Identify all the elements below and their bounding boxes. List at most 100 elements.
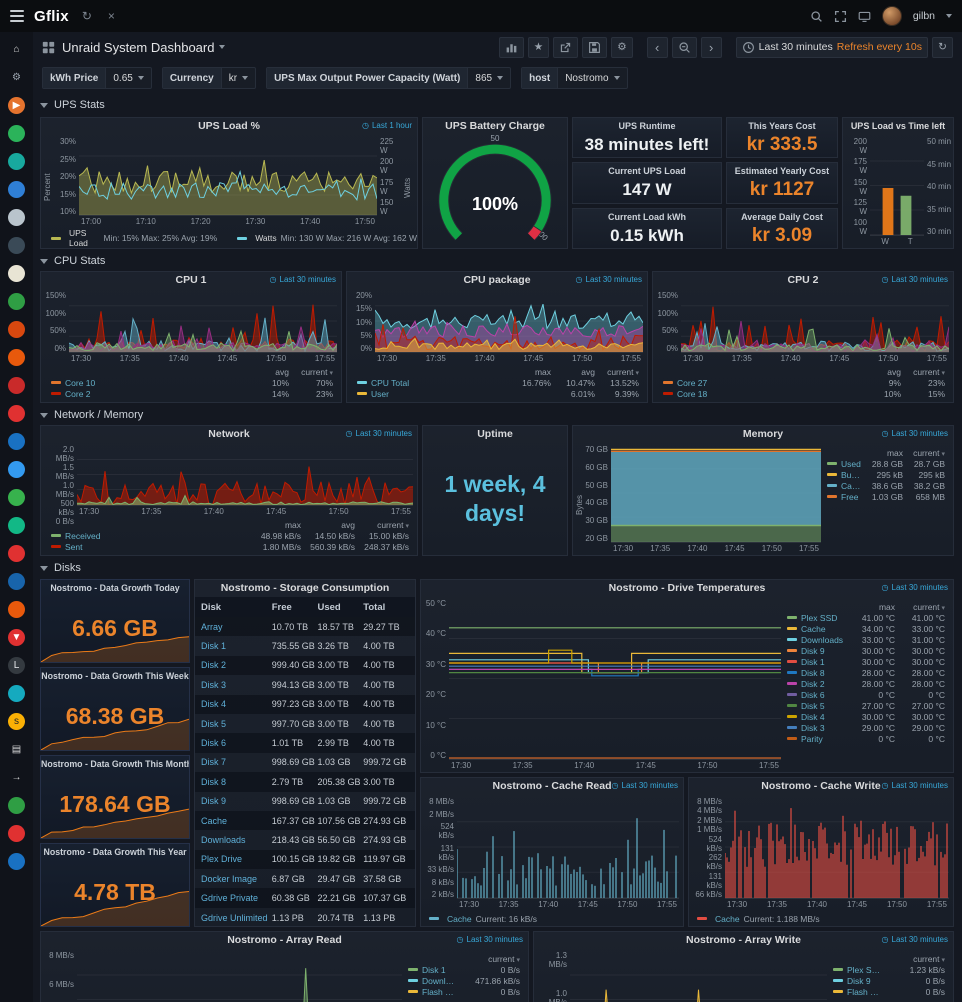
legend-item[interactable]: Core 2 14% 23% [51,388,333,399]
sidebar-app-icon[interactable] [8,265,25,282]
legend-item[interactable]: Free 1.03 GB 658 MB [827,491,945,502]
legend-item[interactable]: Disk 1 30.00 °C 30.00 °C [787,656,945,667]
dashboard-title[interactable]: Unraid System Dashboard [62,39,215,55]
sidebar-app-icon[interactable] [8,125,25,142]
sidebar-app-icon[interactable] [8,321,25,338]
legend-item[interactable]: Received 48.98 kB/s 14.50 kB/s 15.00 kB/… [51,530,409,541]
share-button[interactable] [553,36,579,58]
table-column-header[interactable]: Free [271,601,292,613]
sidebar-app-icon[interactable]: ⌂ [13,43,20,55]
panel-title[interactable]: UPS Runtime [618,121,676,131]
template-variable[interactable]: Currency kr [161,67,257,89]
panel-title[interactable]: Estimated Yearly Cost [734,166,830,177]
legend-column-header[interactable]: max [284,519,301,530]
legend-item[interactable]: Core 10 10% 70% [51,377,333,388]
legend-column-header[interactable]: max [886,447,903,458]
legend-item[interactable]: Core 18 10% 15% [663,388,945,399]
variable-value[interactable]: Nostromo [558,73,626,84]
legend-item[interactable]: Sent 1.80 MB/s 560.39 kB/s 248.37 kB/s [51,541,409,552]
legend-item[interactable]: Used 28.8 GB 28.7 GB [827,458,945,469]
dashboard-grid-icon[interactable] [42,41,55,54]
panel-title[interactable]: CPU 1 [175,274,207,286]
settings-button[interactable]: ⚙ [611,36,633,58]
sidebar-app-icon[interactable] [8,461,25,478]
panel-title[interactable]: Nostromo - Drive Temperatures [608,582,766,594]
legend-item[interactable]: Flash drive 0 B/s [833,986,945,997]
legend-item[interactable]: Parity 0 °C 0 °C [787,733,945,744]
sidebar-app-icon[interactable]: L [8,657,25,674]
legend-column-header[interactable]: avg [341,519,355,530]
legend-item[interactable]: Cache Current: 1.188 MB/s [697,914,820,924]
sidebar-app-icon[interactable] [8,153,25,170]
table-column-header[interactable]: Disk [201,601,222,613]
legend-column-header[interactable]: avg [275,366,289,377]
legend-item[interactable]: Disk 9 0 B/s [833,975,945,986]
legend-column-header[interactable]: current [895,602,945,612]
panel-title[interactable]: Nostromo - Storage Consumption [220,582,390,594]
sidebar-app-icon[interactable] [8,405,25,422]
sidebar-app-icon[interactable]: → [11,771,22,783]
sidebar-app-icon[interactable] [8,853,25,870]
sidebar-app-icon[interactable] [8,377,25,394]
legend-item[interactable]: Disk 2 28.00 °C 28.00 °C [787,678,945,689]
legend-item[interactable]: Disk 9 30.00 °C 30.00 °C [787,645,945,656]
variable-value[interactable]: 865 [468,73,510,84]
sidebar-app-icon[interactable]: ▼ [8,629,25,646]
panel-title[interactable]: Nostromo - Array Read [227,934,342,946]
close-icon[interactable]: × [107,9,115,23]
sidebar-app-icon[interactable] [8,825,25,842]
panel-title[interactable]: Nostromo - Data Growth This Week [41,671,189,681]
fullscreen-icon[interactable] [834,10,847,23]
panel-title[interactable]: Nostromo - Data Growth Today [50,583,180,593]
panel-title[interactable]: Current Load kWh [608,211,686,222]
username[interactable]: gilbn [912,10,935,22]
panel-title[interactable]: Nostromo - Cache Write [761,780,881,792]
star-button[interactable]: ★ [527,36,550,58]
legend-item[interactable]: Cache 34.00 °C 33.00 °C [787,623,945,634]
legend-column-header[interactable]: avg [887,366,901,377]
panel-title[interactable]: UPS Battery Charge [445,120,545,132]
template-variable[interactable]: host Nostromo [521,67,628,89]
sidebar-app-icon[interactable]: ⚙ [12,71,21,83]
panel-title[interactable]: UPS Load vs Time left [850,121,946,131]
legend-item[interactable]: Cache Current: 16 kB/s [429,914,537,924]
panel-title[interactable]: CPU 2 [787,274,819,286]
template-variable[interactable]: UPS Max Output Power Capacity (Watt) 865 [266,67,512,89]
legend-item[interactable]: Downloads 33.00 °C 31.00 °C [787,634,945,645]
legend-column-header[interactable]: current [595,367,639,377]
avatar[interactable] [881,6,902,26]
panel-title[interactable]: Uptime [477,428,513,440]
sidebar-app-icon[interactable] [8,685,25,702]
panel-title[interactable]: Nostromo - Data Growth This Month [41,759,189,769]
legend-item[interactable]: Disk 1 0 B/s [408,964,520,975]
row-header-disks[interactable]: Disks [40,560,81,576]
hamburger-menu-icon[interactable] [10,10,24,22]
sidebar-app-icon[interactable] [8,573,25,590]
time-back-button[interactable]: ‹ [646,36,668,58]
panel-title[interactable]: This Years Cost [748,121,816,131]
variable-value[interactable]: kr [222,73,255,84]
sidebar-app-icon[interactable] [8,349,25,366]
panel-title[interactable]: Network [208,428,250,440]
sidebar-app-icon[interactable] [8,797,25,814]
row-header-cpu-stats[interactable]: CPU Stats [40,253,105,269]
legend-column-header[interactable]: current [289,367,333,377]
sidebar-app-icon[interactable] [8,601,25,618]
legend-column-header[interactable]: current [901,367,945,377]
legend-column-header[interactable]: avg [581,366,595,377]
table-column-header[interactable]: Used [317,601,341,613]
panel-title[interactable]: CPU package [463,274,531,286]
zoom-out-button[interactable] [671,36,697,58]
panel-title[interactable]: Current UPS Load [608,166,686,177]
legend-item[interactable]: Core 27 9% 23% [663,377,945,388]
legend-item[interactable]: Disk 8 28.00 °C 28.00 °C [787,667,945,678]
legend-item[interactable]: Plex SSD 41.00 °C 41.00 °C [787,612,945,623]
time-forward-button[interactable]: › [700,36,722,58]
panel-title[interactable]: Memory [742,428,784,440]
legend-column-header[interactable]: max [878,601,895,612]
save-button[interactable] [582,36,608,58]
sidebar-app-icon[interactable] [8,545,25,562]
legend-item[interactable]: CPU Total 16.76% 10.47% 13.52% [357,377,639,388]
legend-item[interactable]: Disk 4 30.00 °C 30.00 °C [787,711,945,722]
legend-item[interactable]: Downloads 471.86 kB/s [408,975,520,986]
